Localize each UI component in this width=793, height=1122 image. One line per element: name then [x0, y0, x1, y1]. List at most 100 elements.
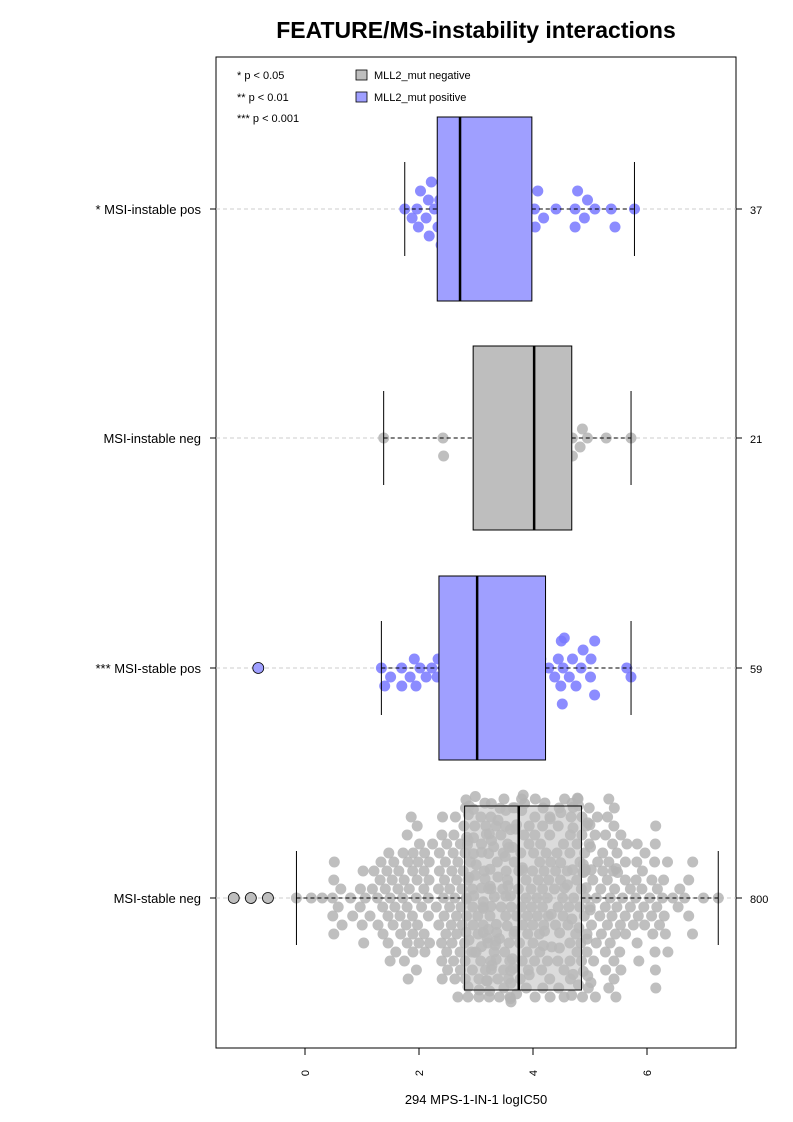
- x-tick-label: 6: [642, 1070, 654, 1076]
- data-point: [639, 847, 651, 859]
- data-point: [374, 874, 386, 886]
- x-tick-label: 0: [300, 1070, 312, 1076]
- data-point: [447, 847, 459, 859]
- data-point: [581, 933, 593, 945]
- data-point: [433, 919, 445, 931]
- data-point: [448, 955, 460, 967]
- data-point: [449, 973, 461, 985]
- data-point: [422, 910, 434, 922]
- data-point: [617, 892, 629, 904]
- group-label: * MSI-instable pos: [96, 202, 202, 217]
- data-point: [433, 847, 445, 859]
- data-point: [586, 919, 597, 931]
- data-point: [646, 910, 658, 922]
- box-layer: [227, 116, 719, 991]
- data-point: [566, 989, 578, 1001]
- data-point: [436, 829, 448, 841]
- x-tick-label: 4: [528, 1070, 540, 1076]
- data-point: [614, 919, 626, 931]
- data-point: [615, 964, 627, 976]
- group-count: 21: [750, 434, 762, 446]
- outlier-point: [262, 892, 274, 904]
- data-point: [418, 928, 430, 940]
- data-point: [580, 892, 592, 904]
- data-point: [433, 865, 445, 877]
- data-point: [609, 221, 621, 233]
- data-point: [430, 901, 442, 913]
- data-point: [449, 811, 461, 823]
- data-point: [607, 838, 619, 850]
- data-point: [662, 946, 674, 958]
- data-point: [610, 991, 622, 1003]
- data-point: [552, 653, 564, 665]
- data-point: [422, 194, 434, 206]
- data-point: [402, 856, 414, 868]
- data-point: [413, 937, 425, 949]
- data-point: [402, 973, 414, 985]
- data-point: [672, 901, 684, 913]
- data-point: [493, 991, 505, 1003]
- data-point: [577, 644, 589, 656]
- data-point: [517, 789, 529, 801]
- data-point: [403, 883, 415, 895]
- x-tick-label: 2: [414, 1070, 426, 1076]
- data-point: [372, 919, 384, 931]
- data-point: [410, 680, 422, 692]
- data-point: [601, 874, 613, 886]
- data-point: [358, 937, 370, 949]
- data-point: [604, 937, 616, 949]
- data-point: [599, 946, 611, 958]
- data-point: [364, 910, 376, 922]
- data-point: [411, 820, 423, 832]
- data-point: [582, 194, 593, 206]
- data-point: [405, 811, 417, 823]
- data-point: [594, 910, 606, 922]
- data-point: [529, 221, 541, 233]
- data-point: [392, 883, 404, 895]
- data-point: [615, 829, 627, 841]
- data-point: [328, 856, 340, 868]
- data-point: [609, 883, 621, 895]
- data-point: [407, 847, 419, 859]
- data-point: [400, 919, 412, 931]
- data-point: [433, 883, 444, 895]
- data-point: [632, 910, 644, 922]
- data-point: [608, 820, 620, 832]
- data-point: [412, 856, 424, 868]
- data-point: [649, 856, 661, 868]
- data-point: [595, 928, 607, 940]
- data-point: [647, 928, 659, 940]
- data-point: [383, 847, 395, 859]
- data-point: [427, 838, 439, 850]
- data-point: [451, 874, 463, 886]
- data-point: [555, 680, 567, 692]
- group-count: 37: [750, 205, 762, 217]
- data-point: [437, 811, 448, 823]
- data-point: [425, 176, 437, 188]
- data-point: [631, 856, 643, 868]
- data-point: [390, 946, 402, 958]
- data-point: [423, 230, 435, 242]
- data-point: [511, 988, 523, 1000]
- data-point: [395, 928, 407, 940]
- data-point: [567, 653, 578, 665]
- data-point: [354, 901, 366, 913]
- data-point: [454, 964, 466, 976]
- data-point: [574, 441, 586, 453]
- data-point: [651, 883, 663, 895]
- data-point: [529, 991, 541, 1003]
- data-point: [411, 874, 423, 886]
- data-point: [414, 838, 425, 850]
- data-point: [354, 883, 366, 895]
- data-point: [650, 820, 662, 832]
- data-point: [415, 185, 426, 197]
- data-point: [452, 991, 464, 1003]
- x-axis-label: 294 MPS-1-IN-1 logIC50: [405, 1092, 547, 1107]
- data-point: [584, 904, 596, 916]
- data-point: [674, 883, 686, 895]
- data-point: [584, 819, 596, 831]
- data-point: [328, 874, 340, 886]
- data-point: [589, 991, 601, 1003]
- data-point: [608, 955, 620, 967]
